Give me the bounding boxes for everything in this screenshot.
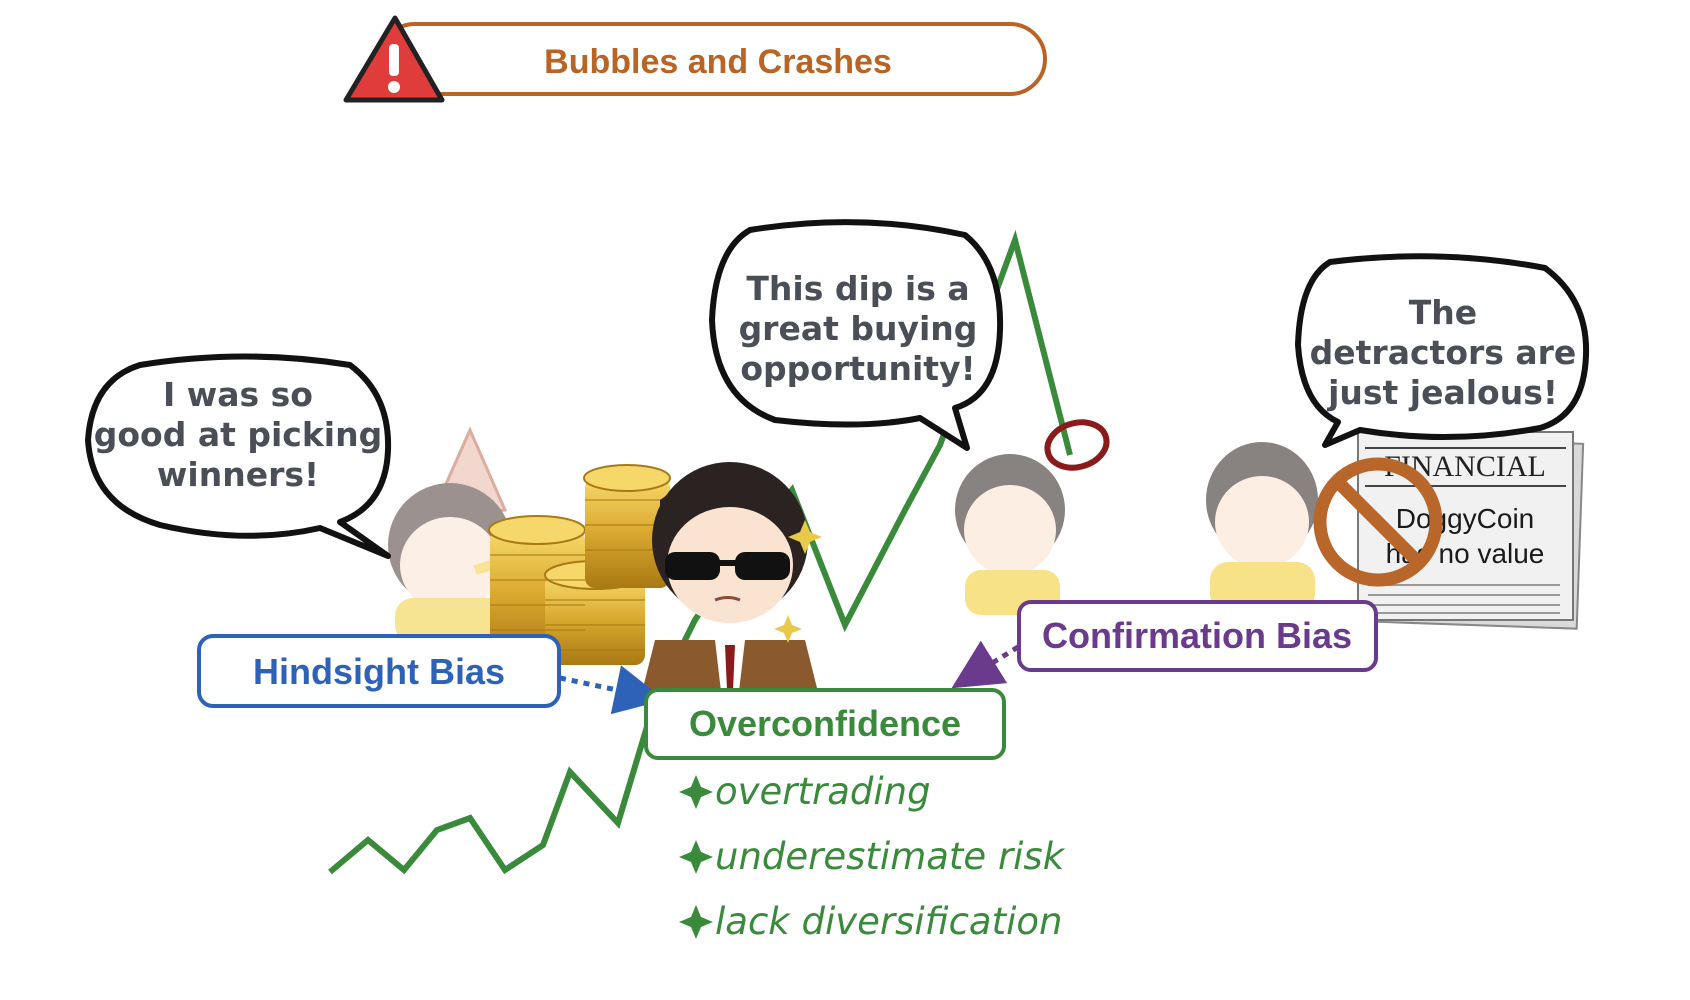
sparkle-icon: [774, 520, 822, 643]
consequence-item: lack diversification: [679, 900, 1062, 943]
consequence-text: overtrading: [715, 770, 931, 813]
bubble-jealous-line-2: detractors are: [1310, 333, 1577, 372]
bubble-dip-line-2: great buying: [739, 309, 978, 348]
confirmation-bias-box: Confirmation Bias: [1017, 600, 1378, 672]
hindsight-bias-label: Hindsight Bias: [253, 651, 505, 692]
bubble-hindsight-line-3: winners!: [157, 455, 319, 494]
worried-character: [955, 454, 1065, 615]
consequence-text: underestimate risk: [715, 835, 1066, 878]
warning-triangle-icon: [343, 15, 445, 103]
price-line: [328, 229, 1073, 875]
page-title: Bubbles and Crashes: [544, 43, 892, 81]
bubble-hindsight-line-2: good at picking: [94, 415, 382, 454]
bubble-jealous-line-3: just jealous!: [1326, 373, 1558, 412]
consequence-item: underestimate risk: [679, 835, 1066, 878]
speech-bubble-hindsight: I was so good at picking winners!: [85, 353, 392, 559]
party-character: [388, 426, 527, 643]
prohibition-icon: [1313, 457, 1443, 587]
overconfidence-label: Overconfidence: [689, 703, 961, 744]
coin-stack-icon: [488, 464, 671, 665]
hindsight-bias-box: Hindsight Bias: [197, 634, 561, 708]
bubble-dip-line-1: This dip is a: [746, 269, 969, 308]
peak-drop-circle: [1044, 419, 1110, 471]
consequence-item: overtrading: [679, 770, 931, 813]
bubble-dip-line-3: opportunity!: [740, 349, 975, 388]
sulking-character: [1206, 442, 1318, 612]
speech-bubble-jealous: The detractors are just jealous!: [1295, 253, 1590, 448]
confirmation-bias-label: Confirmation Bias: [1042, 615, 1352, 656]
bubble-hindsight-line-1: I was so: [163, 375, 313, 414]
newspaper-headline-1: DoggyCoin: [1396, 503, 1535, 534]
sunglasses-character: [640, 462, 820, 700]
consequence-text: lack diversification: [715, 900, 1062, 943]
bubble-jealous-line-1: The: [1409, 293, 1477, 332]
speech-bubble-dip: This dip is a great buying opportunity!: [709, 219, 1004, 451]
overconfidence-box: Overconfidence: [644, 688, 1006, 760]
newspaper: FINANCIAL DoggyCoin has no value: [1357, 431, 1585, 630]
title-banner: Bubbles and Crashes: [378, 22, 1047, 96]
confirmation-to-overconfidence-arrow: [951, 640, 1020, 689]
consequence-list: overtrading underestimate risk lack dive…: [679, 770, 1066, 943]
hindsight-to-overconfidence-arrow: [559, 665, 665, 715]
